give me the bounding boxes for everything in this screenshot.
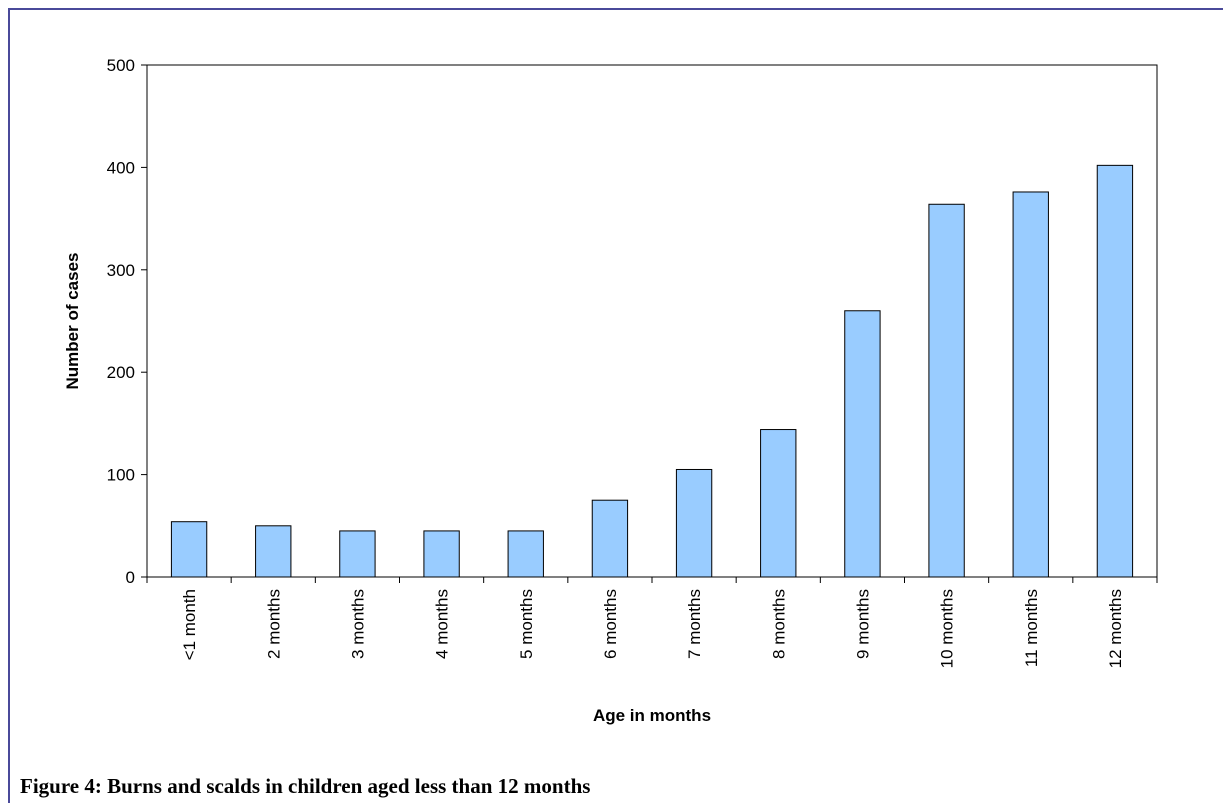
y-tick-label: 200 xyxy=(107,363,135,382)
bar xyxy=(1013,192,1048,577)
y-tick-label: 300 xyxy=(107,261,135,280)
y-tick-label: 0 xyxy=(126,568,135,587)
bar xyxy=(929,204,964,577)
bar xyxy=(592,500,627,577)
y-tick-label: 100 xyxy=(107,466,135,485)
x-tick-label: 12 months xyxy=(1106,589,1125,668)
bar xyxy=(845,311,880,577)
x-tick-label: 2 months xyxy=(264,589,283,659)
x-tick-label: 8 months xyxy=(769,589,788,659)
bar xyxy=(1097,165,1132,577)
bar-chart: 0 100 200 300 400 500 <1 month 2 months 3 month… xyxy=(0,0,1223,760)
plot-area xyxy=(147,65,1157,577)
x-tick-label: 6 months xyxy=(601,589,620,659)
bar xyxy=(340,531,375,577)
x-axis-title: Age in months xyxy=(593,706,711,725)
bar xyxy=(508,531,543,577)
y-axis-title: Number of cases xyxy=(63,253,82,390)
bar xyxy=(171,522,206,577)
bar xyxy=(761,430,796,577)
bar xyxy=(676,469,711,577)
x-tick-label: <1 month xyxy=(180,589,199,660)
x-tick-label: 3 months xyxy=(348,589,367,659)
x-tick-label: 9 months xyxy=(853,589,872,659)
bar xyxy=(424,531,459,577)
y-tick-label: 500 xyxy=(107,56,135,75)
x-tick-label: 7 months xyxy=(685,589,704,659)
x-tick-label: 11 months xyxy=(1022,589,1041,667)
bar xyxy=(256,526,291,577)
x-tick-label: 5 months xyxy=(517,589,536,659)
x-tick-label: 4 months xyxy=(433,589,452,659)
y-tick-label: 400 xyxy=(107,158,135,177)
figure-caption: Figure 4: Burns and scalds in children a… xyxy=(20,774,590,799)
x-tick-label: 10 months xyxy=(938,589,957,668)
